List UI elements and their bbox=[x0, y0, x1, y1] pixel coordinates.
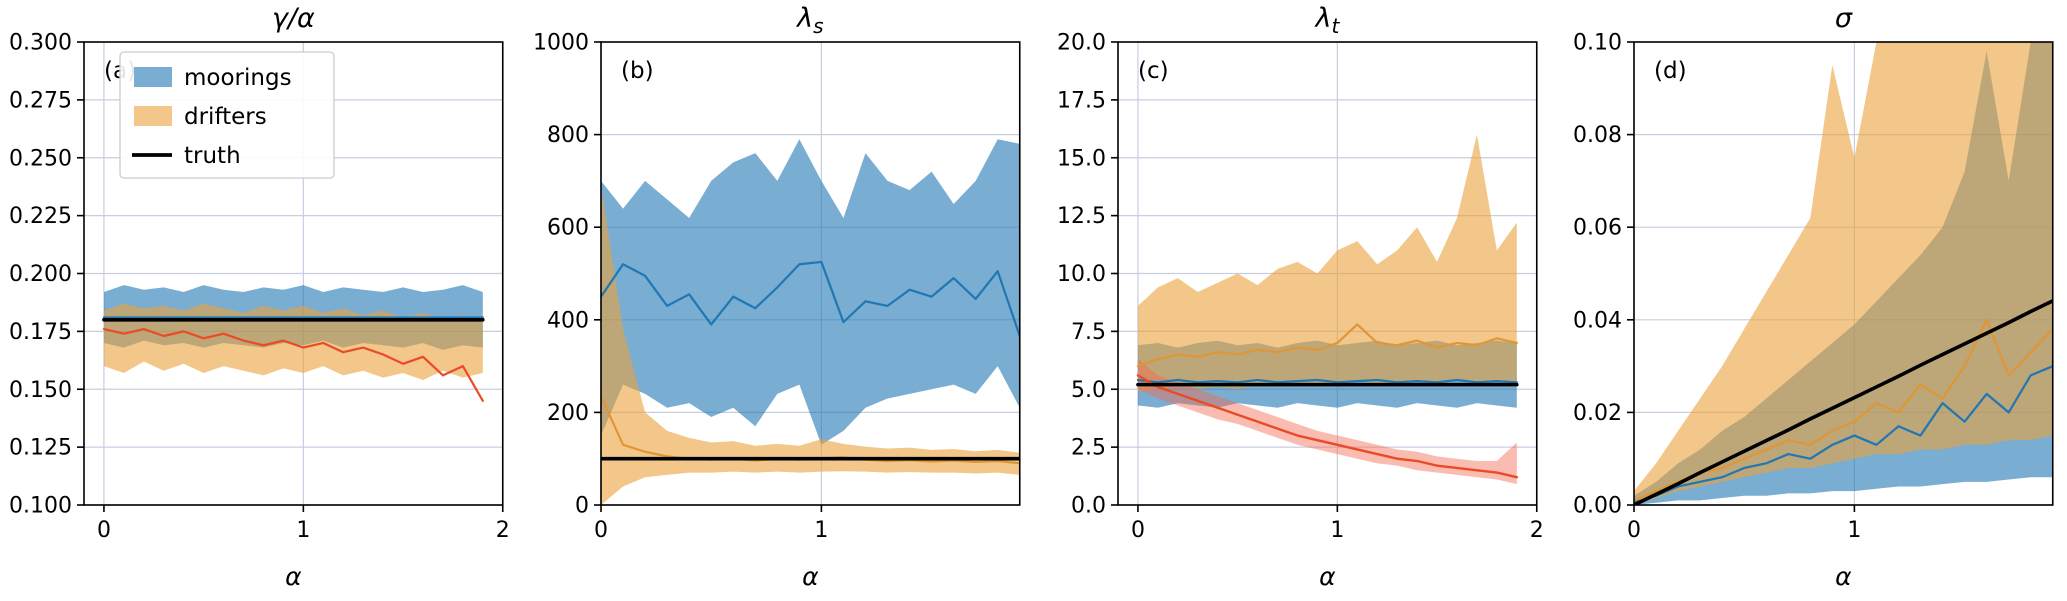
line-moorings-mean bbox=[1136, 378, 1518, 384]
panel-d: 0 1 0.00 0.02 0.04 0.06 0.08 0.10 σ α (d) bbox=[1550, 0, 2067, 601]
panel-title: γ/α bbox=[272, 3, 315, 34]
x-tick-label: 1 bbox=[814, 518, 828, 543]
band-drifters bbox=[103, 303, 483, 380]
line-drifters-mean bbox=[1136, 323, 1518, 368]
legend-swatch-moorings bbox=[134, 67, 172, 87]
x-axis-label: α bbox=[802, 562, 819, 591]
x-tick-label: 2 bbox=[496, 518, 510, 543]
x-tick-label: 0 bbox=[1130, 518, 1144, 543]
y-tick-label: 800 bbox=[547, 123, 589, 148]
chart-svg-3: 0 1 0.00 0.02 0.04 0.06 0.08 0.10 σ α (d) bbox=[1573, 3, 2054, 591]
axis-ticks: 0 1 20.02.55.07.510.012.515.017.520.0 bbox=[1057, 31, 1544, 544]
x-tick-label: 2 bbox=[1529, 518, 1543, 543]
axes-frame bbox=[599, 41, 1021, 506]
panel-title: λt bbox=[1313, 3, 1340, 38]
line-moorings-mean bbox=[600, 260, 1020, 338]
y-tick-label: 1000 bbox=[533, 31, 589, 56]
x-tick-label: 1 bbox=[296, 518, 310, 543]
line-truth bbox=[1634, 299, 2053, 505]
axis-ticks: 0 1 0.00 0.02 0.04 0.06 0.08 0.10 bbox=[1573, 31, 1861, 544]
legend-label: moorings bbox=[184, 65, 292, 91]
panel-c: 0 1 2 0.0 2.5 5.0 7.5 10.0 12.5 15.0 17.5 20.0 λt α (c… bbox=[1034, 0, 1551, 601]
panel-letter: (d) bbox=[1654, 58, 1687, 84]
chart-svg-0: 0 1 2 0.100 0.125 0.150 0.175 0.200 0.225 0.250 0.… bbox=[9, 3, 510, 591]
legend: moorings drifters truth bbox=[119, 51, 335, 179]
band-drifters bbox=[1137, 134, 1517, 392]
y-tick-label: 0.02 bbox=[1573, 401, 1622, 426]
y-tick-label: 0.06 bbox=[1573, 216, 1622, 241]
x-tick-label: 1 bbox=[1330, 518, 1344, 543]
legend-swatch-drifters bbox=[134, 106, 172, 126]
line-red-estimate bbox=[1136, 374, 1518, 479]
y-tick-label: 10.0 bbox=[1057, 262, 1106, 287]
band-drifters bbox=[600, 185, 1020, 505]
band-drifters bbox=[1634, 42, 2053, 504]
y-tick-label: 0.00 bbox=[1573, 494, 1622, 519]
y-tick-label: 0.08 bbox=[1573, 123, 1622, 148]
y-tick-label: 0.225 bbox=[9, 204, 72, 229]
panel-title: λs bbox=[795, 3, 823, 38]
y-tick-label: 0.0 bbox=[1071, 494, 1106, 519]
line-moorings-mean bbox=[1634, 365, 2053, 504]
y-tick-label: 0.150 bbox=[9, 378, 72, 403]
y-tick-label: 12.5 bbox=[1057, 204, 1106, 229]
x-tick-label: 0 bbox=[1627, 518, 1641, 543]
y-tick-label: 0.100 bbox=[9, 494, 72, 519]
y-tick-label: 7.5 bbox=[1071, 320, 1106, 345]
panel-letter: (c) bbox=[1138, 58, 1169, 84]
panel-letter: (b) bbox=[621, 58, 654, 84]
line-red-estimate bbox=[102, 327, 484, 402]
x-axis-label: α bbox=[1835, 562, 1852, 591]
y-tick-label: 0.275 bbox=[9, 88, 72, 113]
y-tick-label: 400 bbox=[547, 308, 589, 333]
y-tick-label: 20.0 bbox=[1057, 31, 1106, 56]
chart-svg-2: 0 1 20.02.55.07.510.012.515.017.520.0λtα(c… bbox=[1057, 3, 1544, 591]
y-tick-label: 200 bbox=[547, 401, 589, 426]
y-tick-label: 0.250 bbox=[9, 146, 72, 171]
band-moorings bbox=[600, 139, 1020, 445]
y-tick-label: 0 bbox=[575, 494, 589, 519]
y-tick-label: 0.10 bbox=[1573, 31, 1622, 56]
axis-ticks: 0 1 0 200 400 600 800 1000 bbox=[533, 31, 828, 544]
legend-box bbox=[119, 51, 335, 179]
y-tick-label: 0.300 bbox=[9, 31, 72, 56]
panel-b: 0 1 0 200 400 600 800 1000 λs α (b) bbox=[517, 0, 1034, 601]
band-red-spread bbox=[1137, 359, 1517, 485]
legend-label: drifters bbox=[184, 104, 267, 130]
y-tick-label: 2.5 bbox=[1071, 436, 1106, 461]
x-tick-label: 0 bbox=[594, 518, 608, 543]
x-tick-label: 0 bbox=[97, 518, 111, 543]
panel-title: σ bbox=[1835, 3, 1853, 34]
y-tick-label: 5.0 bbox=[1071, 378, 1106, 403]
x-tick-label: 1 bbox=[1848, 518, 1862, 543]
y-tick-label: 0.175 bbox=[9, 320, 72, 345]
axes-frame bbox=[1633, 41, 2054, 506]
chart-svg-1: 0 1 0 200 400 600 800 1000 λs α (b) bbox=[533, 3, 1021, 591]
y-tick-label: 0.125 bbox=[9, 436, 72, 461]
y-tick-label: 17.5 bbox=[1057, 88, 1106, 113]
legend-label: truth bbox=[184, 143, 241, 169]
panel-a: 0 1 2 0.100 0.125 0.150 0.175 0.200 0.225 0.250 0.… bbox=[0, 0, 517, 601]
y-tick-label: 15.0 bbox=[1057, 146, 1106, 171]
x-axis-label: α bbox=[285, 562, 302, 591]
x-axis-label: α bbox=[1319, 562, 1336, 591]
y-tick-label: 0.200 bbox=[9, 262, 72, 287]
y-tick-label: 0.04 bbox=[1573, 308, 1622, 333]
axis-ticks: 0 1 2 0.100 0.125 0.150 0.175 0.200 0.225 0.250 0.… bbox=[9, 31, 510, 544]
y-tick-label: 600 bbox=[547, 216, 589, 241]
